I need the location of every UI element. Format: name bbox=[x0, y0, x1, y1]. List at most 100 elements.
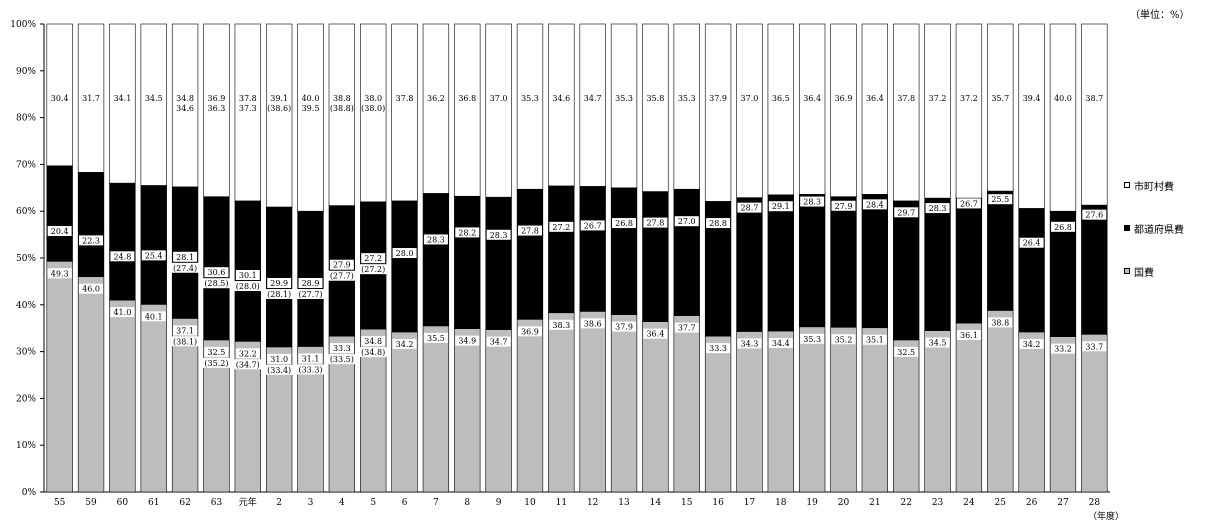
data-label-municipal-alt: (38.6) bbox=[267, 104, 291, 113]
bar-segment-prefectural bbox=[610, 212, 638, 315]
bar-segment-upper bbox=[265, 206, 293, 274]
data-label-national: 32.2 bbox=[239, 349, 257, 358]
bar-segment-national bbox=[391, 331, 418, 493]
x-tick-label: 25 bbox=[995, 498, 1007, 508]
bar-segment-municipal bbox=[1049, 23, 1077, 212]
data-label-bg-national bbox=[580, 318, 605, 329]
data-label-bg-national bbox=[956, 330, 981, 341]
data-label-prefectural: 27.9 bbox=[835, 202, 853, 211]
bar-segment-upper bbox=[516, 188, 544, 221]
x-tick-label: 14 bbox=[650, 498, 662, 508]
data-label-national: 46.0 bbox=[82, 285, 100, 294]
bar-segment-national bbox=[77, 276, 105, 493]
legend-swatch-national bbox=[1124, 268, 1130, 274]
data-label-national: 38.8 bbox=[991, 318, 1009, 327]
data-label-municipal: 36.8 bbox=[458, 94, 476, 103]
data-label-bg-national bbox=[674, 322, 699, 333]
data-label-municipal: 36.9 bbox=[835, 94, 853, 103]
bar-segment-municipal bbox=[1018, 23, 1045, 209]
data-label-national: 34.9 bbox=[458, 337, 476, 346]
data-label-municipal: 35.8 bbox=[646, 94, 664, 103]
bar-segment-national bbox=[893, 339, 920, 493]
bar-segment-upper bbox=[171, 186, 199, 248]
data-label-prefectural-alt: (27.7) bbox=[330, 272, 354, 281]
bar-segment-upper bbox=[140, 185, 167, 246]
data-label-bg-national bbox=[141, 311, 166, 322]
x-tick-label: 62 bbox=[179, 498, 190, 508]
data-label-bg-national-alt bbox=[359, 347, 388, 358]
bar-segment-national bbox=[924, 330, 951, 493]
data-label-municipal: 39.1 bbox=[270, 94, 288, 103]
data-label-bg-prefectural-alt bbox=[265, 288, 294, 299]
y-tick-label: 90% bbox=[16, 67, 36, 77]
bar-segment-municipal bbox=[924, 23, 951, 199]
data-label-municipal: 37.8 bbox=[239, 94, 257, 103]
data-label-prefectural: 28.1 bbox=[176, 253, 194, 262]
bar-segment-municipal bbox=[579, 23, 606, 187]
data-label-municipal: 36.2 bbox=[427, 94, 445, 103]
bar-segment-upper bbox=[673, 188, 700, 212]
y-tick-label: 0% bbox=[22, 488, 37, 498]
data-label-municipal: 37.8 bbox=[897, 94, 915, 103]
data-label-bg-prefectural bbox=[549, 221, 574, 232]
data-label-bg-prefectural bbox=[267, 277, 292, 288]
bar-segment-municipal bbox=[234, 23, 261, 202]
bar-segment-municipal bbox=[642, 23, 669, 192]
y-tick-label: 70% bbox=[16, 160, 36, 170]
data-label-prefectural: 27.8 bbox=[521, 227, 539, 236]
data-label-bg-prefectural-alt bbox=[233, 281, 262, 292]
data-label-prefectural: 28.9 bbox=[302, 279, 320, 288]
x-tick-label: 16 bbox=[712, 498, 724, 508]
data-label-bg-national bbox=[1019, 338, 1044, 349]
data-label-municipal-alt: (38.8) bbox=[330, 104, 354, 113]
data-label-prefectural-alt: (28.1) bbox=[267, 290, 291, 299]
data-label-bg-prefectural bbox=[392, 248, 417, 259]
data-label-municipal: 40.0 bbox=[1054, 94, 1072, 103]
data-label-municipal: 36.5 bbox=[772, 94, 790, 103]
data-label-prefectural: 27.0 bbox=[678, 217, 696, 226]
data-label-municipal: 31.7 bbox=[82, 94, 100, 103]
y-tick-label: 60% bbox=[16, 207, 36, 217]
bar-segment-upper bbox=[77, 172, 105, 231]
bar-segment-municipal bbox=[297, 23, 324, 212]
x-tick-label: 9 bbox=[496, 498, 502, 508]
bar-segment-municipal bbox=[454, 23, 481, 197]
x-tick-label: 19 bbox=[806, 498, 818, 508]
data-label-bg-national-alt bbox=[327, 354, 356, 365]
data-label-bg-national bbox=[925, 337, 950, 348]
data-label-prefectural: 22.3 bbox=[82, 236, 100, 245]
data-label-national: 36.9 bbox=[521, 327, 539, 336]
data-label-prefectural-alt: (27.7) bbox=[298, 290, 322, 299]
data-label-national: 33.3 bbox=[709, 344, 727, 353]
data-label-prefectural: 28.0 bbox=[396, 249, 414, 258]
x-tick-label: 18 bbox=[775, 498, 787, 508]
data-label-bg-prefectural bbox=[329, 259, 354, 270]
bar-segment-municipal bbox=[265, 23, 293, 208]
data-label-municipal: 37.0 bbox=[741, 94, 759, 103]
data-label-prefectural: 28.7 bbox=[741, 204, 759, 213]
bar-segment-municipal bbox=[987, 23, 1014, 192]
legend-item-national: 国費 bbox=[1124, 260, 1184, 282]
bar-segment-prefectural bbox=[673, 210, 700, 316]
data-label-prefectural: 28.4 bbox=[866, 200, 884, 209]
bar-segment-municipal bbox=[109, 23, 136, 184]
data-label-bg-national-alt bbox=[265, 364, 294, 375]
data-label-bg-prefectural bbox=[612, 218, 637, 229]
data-label-bg-prefectural bbox=[423, 234, 448, 245]
bar-segment-upper bbox=[579, 186, 606, 216]
x-tick-label: 7 bbox=[433, 498, 439, 508]
data-label-national: 35.2 bbox=[835, 335, 853, 344]
data-label-municipal: 38.0 bbox=[364, 94, 382, 103]
data-label-bg-prefectural bbox=[643, 217, 668, 228]
bar-segment-municipal bbox=[673, 23, 700, 190]
data-label-national: 33.2 bbox=[1054, 345, 1072, 354]
bar-segment-prefectural bbox=[1081, 204, 1108, 335]
bar-segment-national bbox=[1049, 336, 1077, 493]
bar-segment-prefectural bbox=[1018, 232, 1045, 333]
bar-segment-upper bbox=[1018, 208, 1045, 234]
data-label-bg-national bbox=[329, 343, 354, 354]
data-label-bg-prefectural bbox=[235, 270, 260, 281]
x-tick-label: 17 bbox=[744, 498, 756, 508]
data-label-national: 32.5 bbox=[208, 348, 226, 357]
